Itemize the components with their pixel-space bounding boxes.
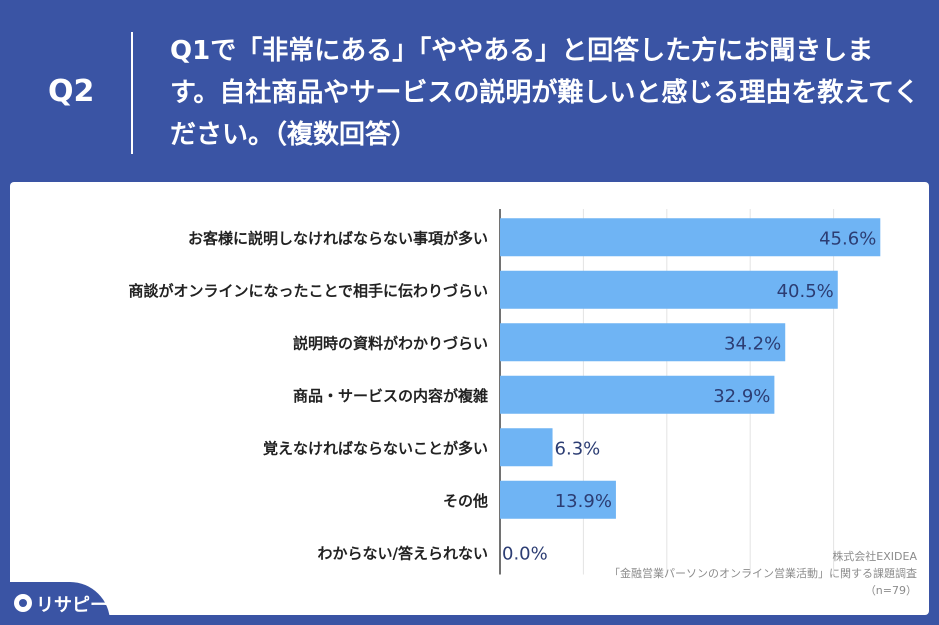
bars xyxy=(500,218,881,519)
category-label: 覚えなければならないことが多い xyxy=(263,439,488,457)
source-company: 株式会社EXIDEA xyxy=(832,550,917,563)
sample-size: （n=79） xyxy=(864,584,917,597)
value-label: 13.9% xyxy=(555,491,612,512)
logo-pin-icon xyxy=(14,594,32,612)
header: Q2 Q1で「非常にある」「ややある」と回答した方にお聞きします。自社商品やサー… xyxy=(0,0,939,182)
category-label: その他 xyxy=(443,492,488,510)
labels: お客様に説明しなければならない事項が多い 45.6% 商談がオンラインになったことで… xyxy=(128,228,876,564)
bar xyxy=(500,480,616,519)
source-survey: 「金融営業パーソンのオンライン営業活動」に関する課題調査 xyxy=(609,567,917,580)
category-label: 商談がオンラインになったことで相手に伝わりづらい xyxy=(128,282,488,300)
logo-text: リサピー xyxy=(36,595,108,616)
category-label: お客様に説明しなければならない事項が多い xyxy=(188,229,488,247)
category-label: 商品・サービスの内容が複雑 xyxy=(293,387,488,405)
bar xyxy=(500,375,775,414)
category-label: 説明時の資料がわかりづらい xyxy=(293,334,488,352)
value-label: 40.5% xyxy=(777,281,834,302)
value-label: 34.2% xyxy=(724,333,781,354)
value-label: 0.0% xyxy=(502,543,548,564)
header-divider xyxy=(131,32,133,154)
bar xyxy=(500,218,881,257)
question-number: Q2 xyxy=(48,74,95,109)
bar xyxy=(500,428,553,467)
source-note: 株式会社EXIDEA 「金融営業パーソンのオンライン営業活動」に関する課題調査 … xyxy=(609,548,917,599)
bar xyxy=(500,323,786,362)
value-label: 32.9% xyxy=(713,386,770,407)
category-label: わからない/答えられない xyxy=(318,544,488,562)
bar xyxy=(500,270,838,309)
value-label: 45.6% xyxy=(819,228,876,249)
value-label: 6.3% xyxy=(555,438,601,459)
brand-logo: リサピー xyxy=(0,582,110,625)
question-text: Q1で「非常にある」「ややある」と回答した方にお聞きします。自社商品やサービスの… xyxy=(170,36,920,150)
